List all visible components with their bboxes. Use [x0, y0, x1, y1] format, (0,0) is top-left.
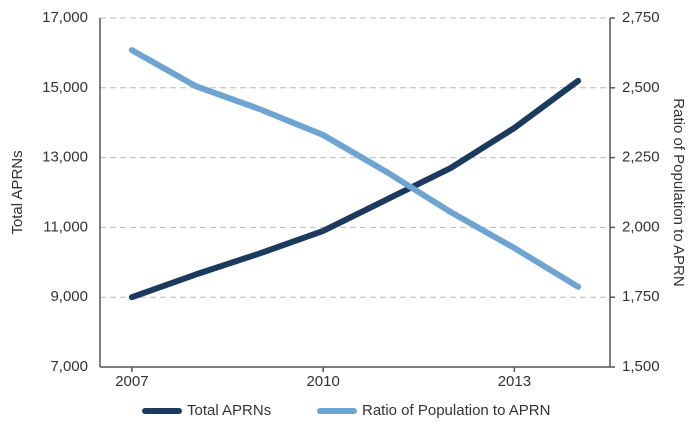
y2-tick-label: 1,750 — [622, 288, 660, 305]
y-tick-label: 11,000 — [43, 218, 88, 235]
y-tick-label: 9,000 — [50, 288, 88, 305]
y2-axis-label: Ratio of Population to APRN — [670, 98, 687, 286]
legend-label: Ratio of Population to APRN — [362, 402, 550, 419]
y-tick-label: 15,000 — [42, 79, 88, 96]
y-axis-label: Total APRNs — [9, 150, 26, 234]
y-tick-label: 7,000 — [50, 358, 88, 375]
y-tick-label: 13,000 — [42, 149, 88, 166]
x-tick-label: 2010 — [306, 373, 339, 390]
series-line — [128, 47, 582, 290]
y2-tick-label: 2,500 — [622, 79, 660, 96]
y2-tick-label: 2,750 — [622, 9, 660, 26]
x-tick-label: 2013 — [498, 373, 531, 390]
legend-label: Total APRNs — [187, 402, 271, 419]
y2-tick-label: 2,000 — [622, 218, 660, 235]
x-tick-label: 2007 — [115, 373, 148, 390]
series-line — [128, 77, 582, 301]
y2-tick-label: 1,500 — [622, 358, 660, 375]
y-tick-label: 17,000 — [42, 9, 88, 26]
y2-tick-label: 2,250 — [622, 149, 660, 166]
